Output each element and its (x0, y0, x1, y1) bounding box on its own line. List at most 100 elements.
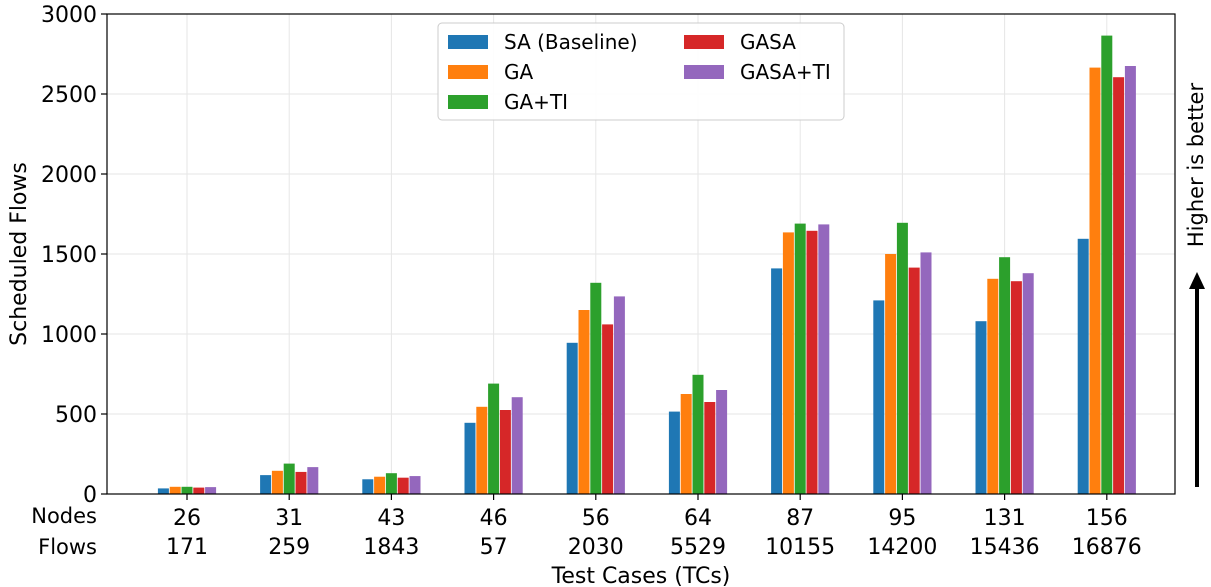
bar-sa-baseline (464, 422, 476, 494)
legend-swatch (448, 65, 488, 79)
bar-ga (987, 278, 999, 494)
bar-gasa-ti (409, 476, 421, 494)
bar-ga-ti (590, 282, 602, 494)
x-tick-label-flows: 10155 (765, 535, 835, 560)
x-tick-label-nodes: 56 (582, 506, 610, 531)
x-tick-label-flows: 171 (166, 535, 208, 560)
y-axis-label: Scheduled Flows (7, 162, 32, 346)
higher-is-better-annotation: Higher is better (1184, 83, 1208, 487)
bar-ga-ti (896, 222, 908, 495)
nodes-row-label: Nodes (31, 504, 97, 528)
x-tick-label-nodes: 131 (984, 506, 1026, 531)
bar-sa-baseline (1077, 238, 1089, 494)
y-tick-label: 3000 (41, 3, 97, 28)
legend-swatch (684, 65, 724, 79)
bar-ga (578, 310, 590, 494)
bar-gasa-ti (613, 296, 625, 494)
x-tick-label-flows: 14200 (867, 535, 937, 560)
y-tick-label: 500 (55, 403, 97, 428)
bar-ga (374, 476, 386, 494)
x-tick-label-nodes: 31 (275, 506, 303, 531)
bar-gasa (1113, 77, 1125, 494)
y-tick-label: 1000 (41, 323, 97, 348)
legend-label: GA (504, 60, 533, 84)
bar-ga (169, 486, 181, 494)
legend-swatch (684, 35, 724, 49)
bar-ga (1089, 67, 1101, 494)
x-axis: 26 171 31 259 43 1843 46 57 56 2030 64 5529 87 10155 9… (166, 494, 1142, 560)
flows-row-label: Flows (38, 535, 97, 559)
x-tick-label-nodes: 43 (377, 506, 405, 531)
bar-gasa (806, 230, 818, 495)
legend-swatch (448, 95, 488, 109)
bar-gasa (295, 471, 307, 494)
bar-sa-baseline (157, 488, 169, 494)
legend-swatch (448, 35, 488, 49)
bar-sa-baseline (260, 475, 272, 494)
x-tick-label-nodes: 87 (786, 506, 814, 531)
bar-sa-baseline (975, 321, 987, 494)
bar-gasa-ti (1022, 273, 1034, 494)
higher-is-better-text: Higher is better (1184, 83, 1208, 248)
y-tick-label: 1500 (41, 243, 97, 268)
x-axis-label: Test Cases (TCs) (551, 564, 731, 587)
x-tick-label-nodes: 95 (888, 506, 916, 531)
x-tick-label-flows: 5529 (670, 535, 726, 560)
x-tick-label-flows: 1843 (363, 535, 419, 560)
x-tick-label-flows: 2030 (568, 535, 624, 560)
y-tick-label: 2500 (41, 83, 97, 108)
bar-ga-ti (181, 486, 193, 494)
bar-gasa (499, 410, 511, 494)
x-tick-label-flows: 57 (480, 535, 508, 560)
y-tick-label: 2000 (41, 163, 97, 188)
y-axis: 0 500 1000 1500 2000 2500 3000 (41, 3, 107, 508)
x-tick-label-flows: 259 (268, 535, 310, 560)
bar-ga (885, 254, 897, 494)
bar-gasa (193, 487, 205, 494)
bar-gasa-ti (511, 397, 523, 494)
bar-gasa (602, 324, 614, 494)
bar-gasa-ti (716, 390, 728, 494)
legend-box (437, 22, 845, 121)
x-tick-label-nodes: 156 (1086, 506, 1128, 531)
bar-ga-ti (488, 383, 500, 494)
bar-sa-baseline (566, 342, 578, 494)
bar-gasa-ti (818, 224, 830, 494)
bar-gasa (397, 477, 409, 494)
legend: SA (Baseline) GA GA+TI GASA GASA+TI (437, 22, 845, 121)
x-tick-label-nodes: 64 (684, 506, 712, 531)
bar-ga-ti (385, 473, 397, 494)
y-tick-label: 0 (83, 483, 97, 508)
bar-sa-baseline (668, 411, 680, 494)
bar-ga (680, 394, 692, 494)
bar-gasa (908, 267, 920, 494)
bar-ga (476, 406, 488, 494)
legend-label: GASA (740, 30, 796, 54)
bar-sa-baseline (771, 268, 783, 494)
x-tick-label-flows: 16876 (1072, 535, 1142, 560)
up-arrow-icon (1189, 272, 1205, 289)
legend-label: SA (Baseline) (504, 30, 638, 54)
bar-ga-ti (794, 223, 806, 494)
x-tick-label-nodes: 46 (480, 506, 508, 531)
bar-ga-ti (692, 374, 704, 494)
bar-ga-ti (999, 257, 1011, 494)
bars (157, 35, 1136, 495)
legend-label: GA+TI (504, 90, 568, 114)
legend-label: GASA+TI (740, 60, 831, 84)
bar-ga-ti (1101, 35, 1113, 494)
bar-ga-ti (283, 463, 295, 494)
bar-gasa-ti (205, 487, 217, 494)
bar-gasa-ti (307, 467, 319, 494)
bar-gasa-ti (920, 252, 932, 494)
bar-ga (271, 470, 283, 494)
x-tick-label-flows: 15436 (970, 535, 1040, 560)
bar-gasa (1010, 281, 1022, 494)
bar-gasa (704, 402, 716, 494)
x-tick-label-nodes: 26 (173, 506, 201, 531)
bar-sa-baseline (362, 479, 374, 494)
bar-sa-baseline (873, 300, 885, 494)
bar-ga (782, 232, 794, 494)
bar-gasa-ti (1124, 66, 1136, 494)
